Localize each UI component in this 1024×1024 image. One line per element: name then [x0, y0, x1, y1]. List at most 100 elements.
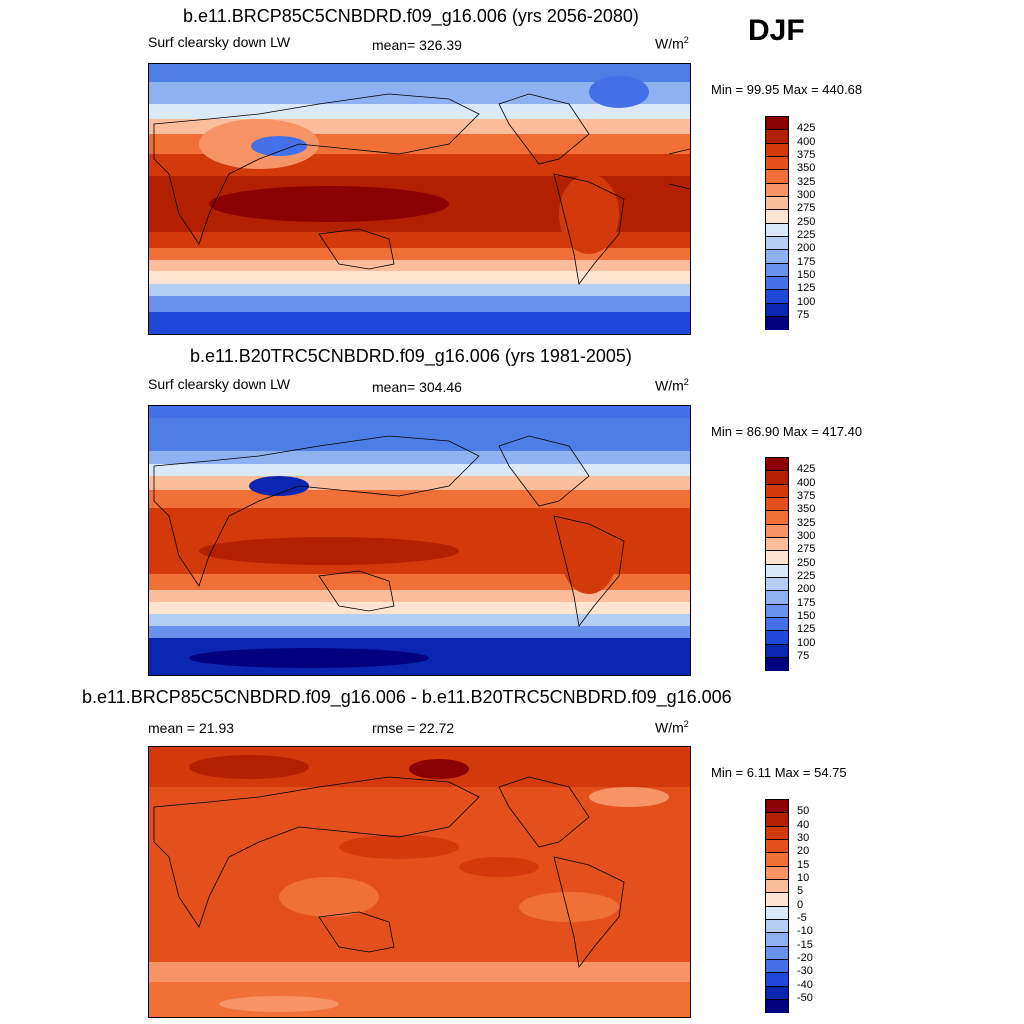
colorbar-tick-label: 200 [797, 242, 816, 255]
colorbar-swatch [766, 250, 788, 264]
colorbar-swatch [766, 826, 788, 840]
colorbar-swatch [766, 290, 788, 304]
panel-2-title: b.e11.B20TRC5CNBDRD.f09_g16.006 (yrs 198… [190, 346, 632, 366]
colorbar-swatch [766, 551, 788, 565]
panel-3-title: b.e11.BRCP85C5CNBDRD.f09_g16.006 - b.e11… [82, 687, 732, 707]
colorbar-tick-label: -10 [797, 925, 813, 938]
colorbar-swatch [766, 303, 788, 317]
colorbar-swatch [766, 853, 788, 867]
panel-1-colorbar [765, 116, 789, 331]
panel-3-colorbar [765, 799, 789, 1014]
panel-1-mean-label: mean= 326.39 [372, 37, 462, 53]
colorbar-tick-label: 225 [797, 569, 816, 582]
colorbar-swatch [766, 866, 788, 880]
colorbar-swatch [766, 813, 788, 827]
colorbar-tick-label: 75 [797, 649, 810, 662]
colorbar-tick-label: -5 [797, 911, 807, 924]
colorbar-tick-label: 375 [797, 148, 816, 161]
colorbar-swatch [766, 893, 788, 907]
colorbar-tick-label: 400 [797, 476, 816, 489]
panel-2-colorbar [765, 457, 789, 672]
colorbar-swatch [766, 196, 788, 211]
colorbar-tick-label: 250 [797, 556, 816, 569]
panel-2-map-fill [149, 406, 690, 675]
colorbar-swatch [766, 617, 788, 632]
colorbar-swatch [766, 458, 788, 472]
colorbar-swatch [766, 316, 788, 331]
colorbar-swatch [766, 524, 788, 538]
colorbar-tick-label: 20 [797, 845, 810, 858]
season-label: DJF [748, 14, 805, 47]
colorbar-tick-label: 350 [797, 162, 816, 175]
panel-1-units: W/m2 [655, 35, 689, 52]
panel-2-mean-label: mean= 304.46 [372, 379, 462, 395]
colorbar-tick-label: 350 [797, 503, 816, 516]
colorbar-tick-label: 15 [797, 858, 810, 871]
colorbar-tick-label: -15 [797, 938, 813, 951]
colorbar-swatch [766, 236, 788, 251]
colorbar-tick-label: 325 [797, 175, 816, 188]
panel-2-map [148, 405, 691, 676]
colorbar-swatch [766, 263, 788, 277]
panel-3-mean-label: mean = 21.93 [148, 720, 235, 736]
colorbar-tick-label: 100 [797, 295, 816, 308]
colorbar-swatch [766, 156, 788, 171]
colorbar-swatch [766, 511, 788, 525]
colorbar-swatch [766, 471, 788, 485]
colorbar-swatch [766, 973, 788, 987]
colorbar-swatch [766, 839, 788, 854]
colorbar-swatch [766, 117, 788, 131]
colorbar-swatch [766, 497, 788, 512]
colorbar-tick-label: 150 [797, 609, 816, 622]
colorbar-tick-label: 200 [797, 583, 816, 596]
colorbar-swatch [766, 577, 788, 592]
colorbar-swatch [766, 879, 788, 894]
colorbar-tick-label: 275 [797, 202, 816, 215]
colorbar-swatch [766, 986, 788, 1000]
colorbar-tick-label: 50 [797, 805, 810, 818]
colorbar-tick-label: 325 [797, 516, 816, 529]
colorbar-tick-label: 40 [797, 818, 810, 831]
panel-1-map-fill [149, 64, 690, 334]
colorbar-tick-label: -30 [797, 965, 813, 978]
colorbar-tick-label: 0 [797, 898, 804, 911]
colorbar-tick-label: 125 [797, 623, 816, 636]
panel-1-map [148, 63, 691, 335]
panel-1-variable-label: Surf clearsky down LW [148, 34, 291, 50]
panel-2-variable-label: Surf clearsky down LW [148, 376, 291, 392]
colorbar-swatch [766, 919, 788, 934]
colorbar-tick-label: 275 [797, 543, 816, 556]
colorbar-swatch [766, 946, 788, 960]
panel-3-rmse-label: rmse = 22.72 [372, 720, 455, 736]
colorbar-tick-label: 225 [797, 228, 816, 241]
colorbar-tick-label: 400 [797, 135, 816, 148]
colorbar-tick-label: -50 [797, 991, 813, 1004]
colorbar-swatch [766, 537, 788, 552]
colorbar-tick-label: 30 [797, 831, 810, 844]
colorbar-swatch [766, 223, 788, 237]
colorbar-swatch [766, 183, 788, 197]
panel-1-minmax: Min = 99.95 Max = 440.68 [711, 82, 863, 97]
colorbar-swatch [766, 564, 788, 578]
panel-3-minmax: Min = 6.11 Max = 54.75 [711, 765, 847, 780]
panel-2-minmax: Min = 86.90 Max = 417.40 [711, 424, 863, 439]
colorbar-tick-label: 150 [797, 268, 816, 281]
colorbar-swatch [766, 631, 788, 645]
colorbar-swatch [766, 933, 788, 947]
colorbar-swatch [766, 644, 788, 658]
colorbar-tick-label: 5 [797, 885, 804, 898]
panel-2-units: W/m2 [655, 377, 689, 394]
colorbar-swatch [766, 959, 788, 974]
panel-1-title: b.e11.BRCP85C5CNBDRD.f09_g16.006 (yrs 20… [183, 6, 639, 26]
colorbar-swatch [766, 484, 788, 498]
colorbar-swatch [766, 170, 788, 184]
colorbar-swatch [766, 143, 788, 157]
panel-3-map [148, 746, 691, 1018]
colorbar-swatch [766, 276, 788, 291]
colorbar-swatch [766, 591, 788, 605]
colorbar-swatch [766, 130, 788, 144]
panel-3-map-fill [149, 747, 690, 1017]
colorbar-tick-label: 425 [797, 122, 816, 135]
colorbar-tick-label: 125 [797, 282, 816, 295]
colorbar-swatch [766, 906, 788, 920]
